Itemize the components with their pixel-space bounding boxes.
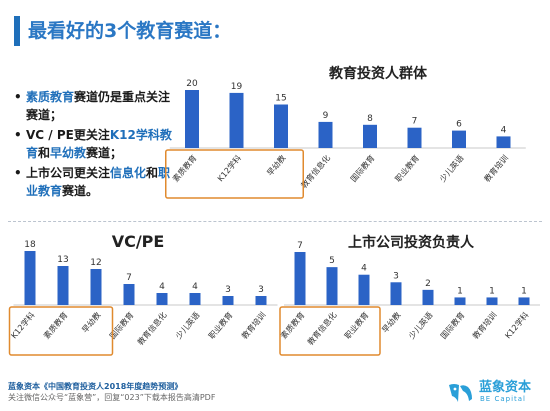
data-label: 12 — [90, 258, 101, 268]
tick-label: 教育信息化 — [305, 310, 338, 347]
data-label: 8 — [367, 114, 373, 124]
data-label: 9 — [323, 111, 329, 121]
bullet-highlight-text: 早幼教 — [50, 146, 87, 160]
data-label: 1 — [521, 286, 527, 296]
footer-source: 蓝象资本《中国教育投资人2018年度趋势预测》 — [8, 382, 183, 391]
bullet-text: 赛道仍是重点关注赛道； — [26, 90, 171, 122]
data-label: 7 — [297, 241, 303, 251]
bar — [452, 130, 466, 148]
bar — [255, 296, 267, 305]
tick-label: 职业教育 — [342, 310, 370, 341]
bullet-item: • 上市公司更关注信息化和职业教育赛道。 — [14, 164, 174, 200]
data-label: 20 — [186, 79, 198, 89]
tick-label: 国际教育 — [438, 310, 466, 341]
data-label: 6 — [456, 120, 462, 130]
bar — [390, 282, 402, 305]
bar — [57, 266, 69, 305]
data-label: 7 — [126, 273, 132, 283]
tick-label: 素质教育 — [278, 310, 306, 341]
title-accent-bar — [14, 16, 20, 46]
logo-mark-icon — [449, 384, 472, 402]
bar — [274, 104, 288, 148]
bar — [518, 297, 530, 305]
bullet-highlight-text: 职业教育 — [26, 166, 171, 198]
data-label: 3 — [258, 285, 264, 295]
logo-text-cn: 蓝象资本 — [479, 380, 532, 395]
data-label: 3 — [393, 271, 399, 281]
data-label: 13 — [57, 255, 68, 265]
bullet-text: 和 — [38, 146, 51, 160]
bar — [24, 251, 36, 305]
data-label: 1 — [457, 286, 463, 296]
bar — [318, 121, 333, 148]
data-label: 4 — [159, 282, 165, 292]
bullet-dot-icon: • — [14, 166, 22, 180]
data-label: 5 — [329, 256, 335, 266]
brand-logo: 蓝象资本 BE Capital — [446, 380, 546, 406]
bar — [90, 269, 102, 305]
bar — [294, 252, 306, 305]
chart-title: VC/PE — [112, 232, 165, 251]
bullet-dot-icon: • — [14, 128, 22, 142]
data-label: 19 — [231, 82, 243, 92]
chart-title: 上市公司投资负责人 — [348, 234, 475, 251]
tick-label: K12学科 — [503, 310, 531, 341]
data-label: 15 — [275, 94, 286, 104]
data-label: 18 — [24, 240, 36, 250]
bullet-highlight-text: 素质教育 — [26, 90, 75, 104]
tick-label: 教育培训 — [470, 310, 498, 341]
bullet-text: 上市公司更关注 — [26, 166, 111, 180]
page-title: 最看好的3个教育赛道： — [28, 20, 232, 42]
bullet-item: • VC / PE更关注K12学科教育和早幼教赛道； — [14, 126, 174, 162]
bullet-dot-icon: • — [14, 90, 22, 104]
bar — [123, 284, 135, 305]
data-label: 2 — [425, 279, 431, 289]
highlight-box — [8, 306, 114, 356]
bar — [229, 92, 244, 148]
bullet-text: 赛道； — [86, 146, 123, 160]
data-label: 7 — [412, 117, 418, 127]
highlight-box — [165, 149, 304, 199]
bar — [185, 90, 199, 148]
data-label: 4 — [361, 264, 367, 274]
footer: 蓝象资本《中国教育投资人2018年度趋势预测》 关注微信公众号“蓝象营”，回复“… — [8, 381, 438, 403]
bullet-highlight-text: K12学科教育 — [26, 128, 172, 160]
tick-label: 早幼教 — [379, 310, 402, 335]
bullet-item: • 素质教育赛道仍是重点关注赛道； — [14, 88, 174, 124]
logo-text-en: BE Capital — [480, 395, 526, 403]
bar — [422, 289, 434, 305]
bar — [407, 127, 422, 148]
bar — [358, 274, 370, 305]
data-label: 4 — [192, 282, 198, 292]
tick-label: 少儿英语 — [406, 310, 434, 341]
bar — [486, 297, 498, 305]
highlight-box — [279, 306, 381, 356]
data-label: 3 — [225, 285, 231, 295]
data-label: 1 — [489, 286, 495, 296]
bar — [496, 136, 511, 148]
bar — [454, 297, 466, 305]
bar — [326, 267, 338, 305]
bar — [156, 293, 168, 305]
bullet-text: 和 — [146, 166, 159, 180]
bullet-highlight-text: 信息化 — [110, 166, 147, 180]
bar — [363, 124, 377, 148]
footer-note: 关注微信公众号“蓝象营”，回复“023”下载本报告高清PDF — [8, 393, 216, 402]
section-divider — [8, 221, 542, 222]
bar — [189, 293, 201, 305]
bullet-list: • 素质教育赛道仍是重点关注赛道； • VC / PE更关注K12学科教育和早幼教赛道… — [14, 88, 174, 202]
chart-title: 教育投资人群体 — [329, 65, 428, 82]
bar — [222, 296, 234, 305]
bullet-text: VC / PE更关注 — [26, 128, 110, 142]
bullet-text: 赛道。 — [62, 184, 99, 198]
data-label: 4 — [501, 125, 507, 135]
